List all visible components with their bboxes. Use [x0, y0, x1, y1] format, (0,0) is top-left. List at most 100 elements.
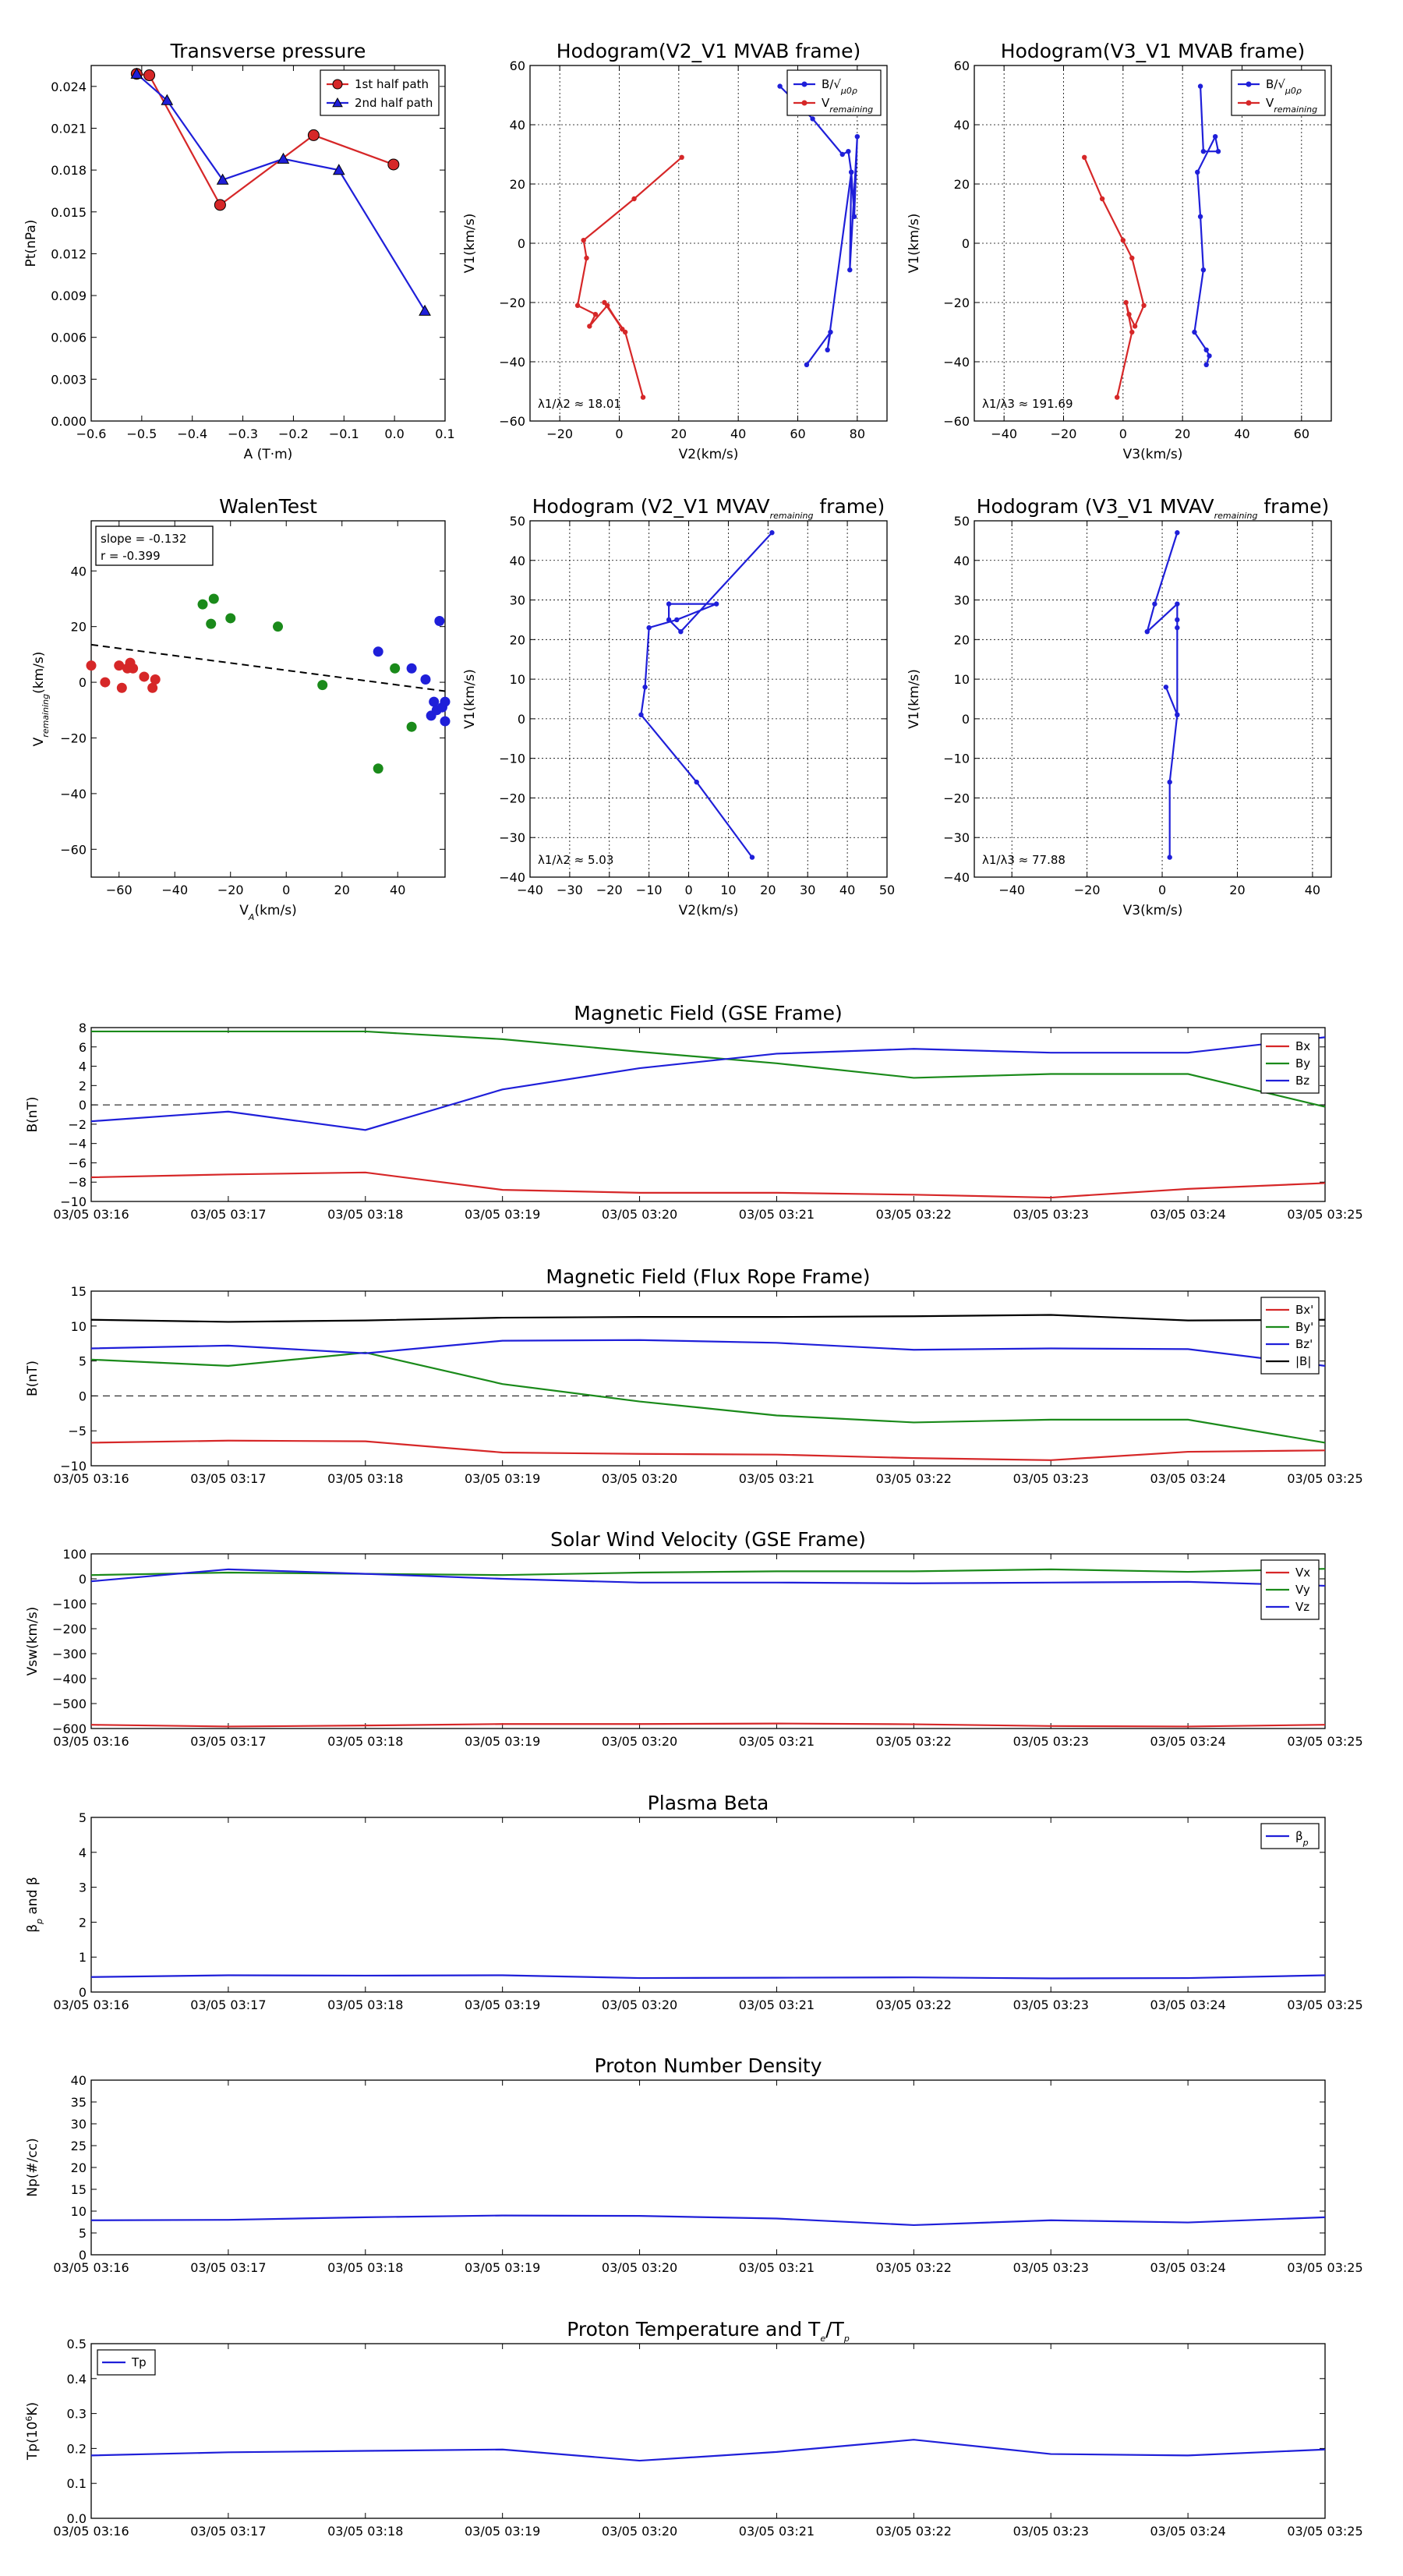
chart-title: Magnetic Field (GSE Frame)	[574, 1002, 842, 1024]
x-tick-label: −20	[1051, 426, 1077, 441]
x-tick-label: 03/05 03:16	[53, 1207, 129, 1222]
legend-label: Bz	[1295, 1074, 1309, 1088]
x-axis-label: V3(km/s)	[1123, 447, 1183, 462]
data-point	[581, 238, 586, 243]
y-axis-label: Vsw(km/s)	[25, 1607, 41, 1676]
data-point	[273, 621, 284, 632]
x-tick-label: 40	[1234, 426, 1249, 441]
x-tick-label: 03/05 03:23	[1013, 2524, 1089, 2539]
data-point	[851, 214, 857, 219]
y-tick-label: 20	[954, 632, 970, 647]
y-tick-label: 0.0	[67, 2511, 87, 2526]
x-tick-label: 0	[1119, 426, 1127, 441]
x-tick-label: 03/05 03:20	[602, 1207, 677, 1222]
chart-h1: −20 0 20 40 60 80 −60 −40 −20 0 20 40 60 Hodogram(V2_…	[462, 40, 888, 462]
y-tick-label: 0.015	[51, 205, 87, 220]
series-line	[1193, 86, 1220, 366]
x-tick-label: 03/05 03:24	[1150, 1734, 1225, 1749]
x-tick-label: 20	[760, 883, 776, 897]
x-tick-label: 03/05 03:21	[739, 1471, 815, 1486]
chart-ts1: 03/05 03:16 03/05 03:17 03/05 03:18 03/05 0…	[25, 1002, 1363, 1222]
x-tick-label: −20	[1074, 883, 1101, 897]
legend-label: B/√μ0ρ	[822, 77, 857, 96]
y-tick-label: −10	[60, 1194, 87, 1209]
data-point	[114, 660, 125, 671]
series-line	[90, 1314, 1326, 1323]
data-point	[642, 685, 648, 690]
y-axis-label: Pt(nPa)	[23, 220, 39, 267]
x-tick-label: 0	[684, 883, 692, 897]
x-axis-label: VA(km/s)	[239, 903, 296, 922]
data-point	[694, 779, 699, 785]
data-point	[373, 646, 383, 657]
data-point	[631, 196, 637, 202]
series-line	[90, 1974, 1326, 1980]
y-tick-label: 0	[79, 2248, 87, 2263]
y-tick-label: 40	[71, 2073, 87, 2088]
x-tick-label: 03/05 03:21	[739, 1734, 815, 1749]
legend-box	[320, 69, 440, 116]
x-tick-label: 03/05 03:25	[1287, 2260, 1362, 2275]
data-point	[150, 674, 161, 685]
chart-title: Hodogram(V3_V1 MVAB frame)	[1001, 40, 1305, 62]
data-point	[1207, 353, 1212, 359]
x-tick-label: 03/05 03:19	[465, 1997, 540, 2012]
data-point	[1197, 214, 1203, 219]
legend-label: Vy	[1295, 1583, 1310, 1597]
x-tick-label: 03/05 03:17	[190, 1471, 266, 1486]
y-tick-label: 0	[962, 712, 970, 727]
x-tick-label: 0	[615, 426, 623, 441]
x-tick-label: 03/05 03:16	[53, 1997, 129, 2012]
series-line	[90, 1171, 1326, 1199]
x-tick-label: 03/05 03:23	[1013, 1207, 1089, 1222]
x-tick-label: −0.4	[177, 426, 207, 441]
legend-marker	[332, 79, 343, 90]
data-point	[1129, 329, 1135, 335]
x-tick-label: −60	[106, 883, 133, 897]
y-tick-label: −30	[499, 830, 525, 845]
data-point	[100, 677, 111, 688]
x-tick-label: 03/05 03:24	[1150, 1997, 1225, 2012]
x-tick-label: 03/05 03:23	[1013, 2260, 1089, 2275]
data-point	[1120, 238, 1126, 243]
data-point	[1141, 303, 1147, 308]
data-point	[116, 682, 127, 693]
data-point	[440, 716, 451, 727]
y-tick-label: −4	[68, 1137, 87, 1152]
data-point	[678, 628, 684, 635]
x-tick-label: 03/05 03:23	[1013, 1734, 1089, 1749]
data-point	[679, 154, 684, 160]
legend-label: Vremaining	[822, 96, 873, 115]
y-tick-label: 3	[79, 1881, 87, 1895]
legend-label: |B|	[1295, 1354, 1311, 1368]
series-line	[90, 1568, 1326, 1587]
legend-box	[786, 69, 882, 116]
data-point	[1192, 329, 1197, 335]
x-tick-label: −30	[557, 883, 583, 897]
x-tick-label: 03/05 03:20	[602, 2524, 677, 2539]
y-tick-label: 0.021	[51, 121, 87, 136]
data-point	[622, 329, 628, 335]
x-tick-label: 03/05 03:17	[190, 1997, 266, 2012]
y-tick-label: −300	[52, 1647, 87, 1661]
y-tick-label: 6	[79, 1040, 87, 1055]
x-tick-label: 03/05 03:18	[327, 1207, 403, 1222]
plot-frame	[90, 65, 446, 422]
data-point	[1129, 255, 1135, 261]
data-point	[638, 712, 644, 718]
chart-title: Hodogram(V2_V1 MVAB frame)	[557, 40, 861, 62]
y-tick-label: −20	[60, 731, 87, 745]
x-tick-label: −0.2	[278, 426, 309, 441]
y-axis-label: V1(km/s)	[462, 669, 478, 729]
data-point	[130, 67, 143, 79]
y-tick-label: 0.012	[51, 246, 87, 261]
y-tick-label: −40	[60, 787, 87, 801]
y-tick-label: 4	[79, 1845, 87, 1860]
x-tick-label: 0	[1158, 883, 1166, 897]
data-point	[640, 395, 646, 400]
y-tick-label: 0	[518, 712, 525, 727]
data-point	[587, 324, 592, 329]
x-tick-label: 03/05 03:24	[1150, 1471, 1225, 1486]
y-tick-label: 30	[510, 593, 525, 608]
